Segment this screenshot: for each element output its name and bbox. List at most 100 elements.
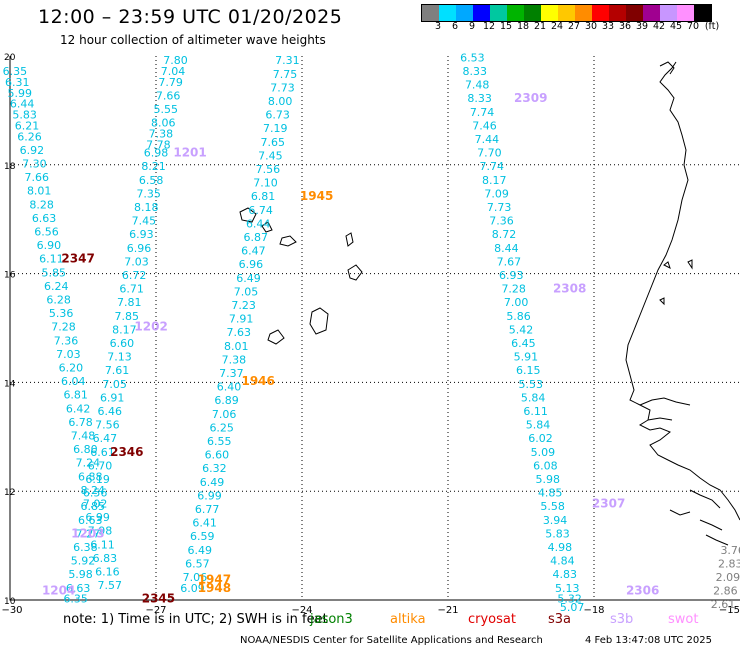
- wave-height-value: 7.61: [105, 364, 130, 377]
- wave-height-value: 4.85: [538, 487, 563, 500]
- wave-height-value: 7.66: [156, 90, 181, 103]
- wave-height-value: 6.73: [265, 109, 290, 122]
- pass-time-label: 1948: [198, 581, 231, 595]
- wave-height-value: 8.44: [494, 242, 519, 255]
- satellite-legend-cryosat: cryosat: [468, 612, 516, 627]
- wave-height-value: 8.17: [482, 174, 507, 187]
- wave-height-value: 5.84: [521, 391, 546, 404]
- generated-timestamp: 4 Feb 13:47:08 UTC 2025: [585, 635, 712, 646]
- wave-height-value: 6.98: [144, 147, 169, 160]
- pass-time-label: 2307: [592, 497, 625, 511]
- wave-height-value: 6.11: [90, 538, 115, 551]
- wave-height-value: 7.74: [470, 106, 495, 119]
- wave-height-value: 7.98: [88, 525, 113, 538]
- color-scale-label: 9: [468, 21, 476, 32]
- wave-height-value: 7.56: [95, 419, 120, 432]
- color-swatch-10: [592, 5, 609, 21]
- wave-height-value: 6.49: [200, 476, 225, 489]
- wave-height-value: 7.09: [484, 187, 509, 200]
- color-swatch-16: [694, 5, 711, 21]
- pass-time-label: 2345: [142, 592, 175, 606]
- wave-height-value: 7.36: [489, 215, 514, 228]
- wave-height-value: 7.91: [229, 313, 254, 326]
- wave-height-value: 6.63: [78, 514, 103, 527]
- pass-time-label: 1201: [173, 146, 206, 160]
- wave-height-value: 2.09: [716, 571, 740, 584]
- color-swatch-8: [558, 5, 575, 21]
- wave-height-value: 6.20: [59, 362, 84, 375]
- wave-height-value: 7.38: [222, 353, 247, 366]
- color-swatch-0: [422, 5, 439, 21]
- color-scale-bar: [421, 4, 712, 22]
- wave-height-value: 5.32: [557, 593, 582, 606]
- color-scale-label: 15: [499, 21, 513, 32]
- wave-height-value: 6.53: [460, 51, 485, 64]
- wave-height-value: 7.48: [465, 79, 490, 92]
- wave-height-value: 8.28: [29, 198, 54, 211]
- color-scale-label: 42: [652, 21, 666, 32]
- wave-height-value: 6.80: [73, 443, 98, 456]
- y-tick-label: 12: [4, 488, 15, 498]
- wave-height-value: 7.04: [161, 65, 186, 78]
- wave-height-value: 5.84: [526, 419, 551, 432]
- wave-height-value: 6.32: [202, 462, 227, 475]
- wave-height-value: 6.19: [85, 473, 110, 486]
- wave-height-value: 7.24: [76, 457, 101, 470]
- wave-height-value: 6.60: [205, 449, 230, 462]
- wave-height-value: 6.49: [188, 544, 213, 557]
- wave-height-value: 6.90: [37, 239, 62, 252]
- wave-height-value: 6.56: [83, 487, 108, 500]
- wave-height-value: 5.53: [518, 378, 543, 391]
- wave-height-value: 6.96: [239, 258, 264, 271]
- satellite-legend-s3a: s3a: [548, 612, 572, 627]
- color-scale-label: 45: [669, 21, 683, 32]
- pass-time-label: 2309: [514, 91, 547, 105]
- color-scale-label: 33: [601, 21, 615, 32]
- wave-height-value: 6.15: [516, 364, 541, 377]
- x-tick-label: −24: [291, 605, 312, 616]
- wave-height-value: 7.28: [51, 321, 76, 334]
- wave-height-value: 5.58: [540, 500, 565, 513]
- color-swatch-3: [473, 5, 490, 21]
- wave-height-value: 6.87: [244, 231, 269, 244]
- color-swatch-6: [524, 5, 541, 21]
- wave-height-value: 8.33: [463, 65, 488, 78]
- wave-height-value: 7.79: [158, 76, 183, 89]
- wave-height-value: 6.74: [248, 204, 273, 217]
- wave-height-value: 6.47: [93, 432, 118, 445]
- wave-height-value: 6.16: [95, 566, 120, 579]
- wave-height-value: 6.44: [246, 217, 271, 230]
- wave-height-value: 5.92: [71, 555, 96, 568]
- wave-height-value: 8.17: [112, 323, 137, 336]
- satellite-legend-altika: altika: [390, 612, 426, 627]
- pass-time-label: 1947: [198, 573, 231, 587]
- wave-height-value: 2.83: [718, 557, 740, 570]
- color-scale-label: 12: [482, 21, 496, 32]
- color-scale-label: (ft): [704, 21, 720, 32]
- wave-height-value: 6.47: [241, 245, 266, 258]
- wave-height-value: 2.61: [711, 598, 736, 611]
- wave-height-value: 5.86: [506, 310, 531, 323]
- page-subtitle: 12 hour collection of altimeter wave hei…: [60, 33, 326, 47]
- color-swatch-7: [541, 5, 558, 21]
- pass-time-label: 2308: [553, 282, 586, 296]
- color-swatch-13: [643, 5, 660, 21]
- wave-height-value: 6.60: [110, 337, 135, 350]
- wave-height-value: 7.63: [226, 326, 251, 339]
- wave-height-value: 8.72: [492, 228, 517, 241]
- wave-height-value: 7.03: [56, 348, 81, 361]
- altimeter-tracks: 6.356.315.996.445.836.216.266.927.307.66…: [3, 51, 740, 613]
- x-tick-label: −21: [437, 605, 458, 616]
- wave-height-value: 6.58: [139, 174, 164, 187]
- wave-height-value: 7.23: [231, 299, 256, 312]
- wave-height-value: 7.06: [183, 571, 208, 584]
- wave-height-value: 6.77: [195, 503, 220, 516]
- color-swatch-2: [456, 5, 473, 21]
- wave-height-value: 8.21: [141, 160, 166, 173]
- wave-height-value: 6.09: [180, 582, 205, 595]
- color-scale-label: 27: [567, 21, 581, 32]
- wave-height-value: 6.72: [122, 269, 147, 282]
- wave-height-value: 7.45: [258, 149, 283, 162]
